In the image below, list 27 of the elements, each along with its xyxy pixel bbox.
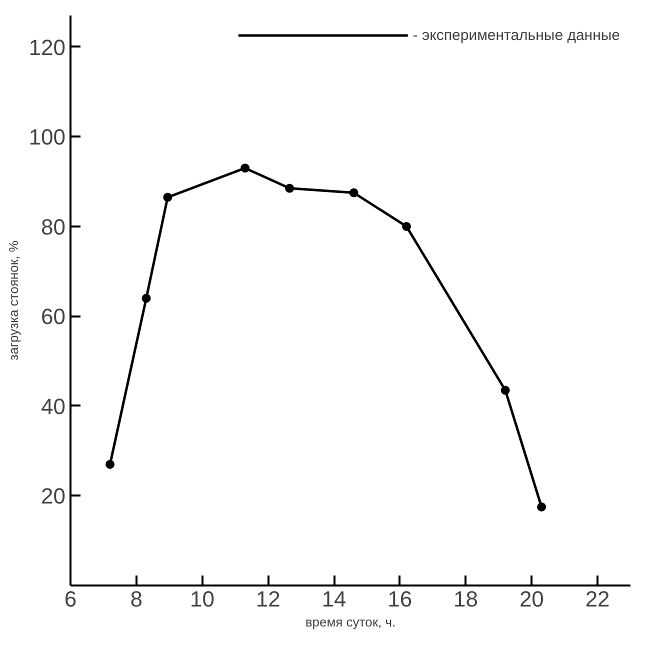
y-tick-label: 120 <box>28 34 66 60</box>
x-tick-label: 20 <box>519 586 544 612</box>
y-axis-title: загрузка стоянок, % <box>6 240 21 360</box>
y-tick-label: 80 <box>41 214 66 240</box>
point <box>285 184 294 193</box>
y-tick-label: 60 <box>41 304 66 330</box>
point <box>402 222 411 231</box>
point <box>163 192 172 202</box>
x-tick-label: 10 <box>190 586 215 612</box>
x-axis-title: время суток, ч. <box>305 614 396 630</box>
point <box>106 460 115 469</box>
point <box>537 502 546 512</box>
point <box>349 188 358 198</box>
x-tick-label: 14 <box>322 586 346 612</box>
y-tick-label: 100 <box>28 124 66 150</box>
y-tick-label: 40 <box>41 394 66 419</box>
x-tick-label: 12 <box>256 586 280 612</box>
x-tick-label: 22 <box>585 586 610 612</box>
point <box>240 164 250 173</box>
x-tick-label: 8 <box>130 586 143 612</box>
x-tick-label: 16 <box>388 586 412 612</box>
text: - экспериментальные данные <box>412 26 620 44</box>
x-tick-label: 18 <box>454 586 478 612</box>
y-tick-label: 20 <box>41 484 66 509</box>
point <box>500 386 510 395</box>
point <box>142 294 151 303</box>
x-tick-label: 6 <box>64 586 77 612</box>
